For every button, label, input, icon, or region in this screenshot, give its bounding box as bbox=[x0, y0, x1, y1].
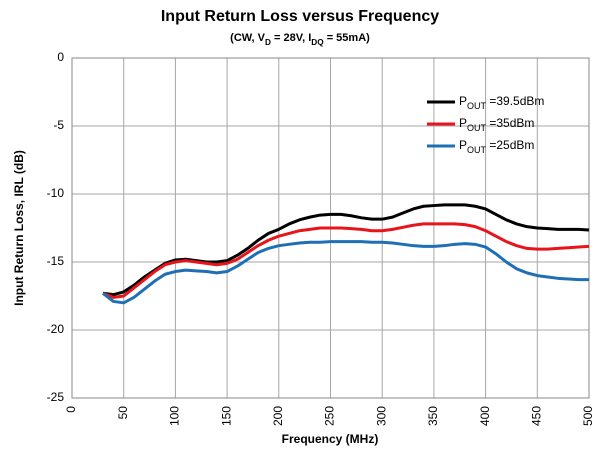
x-tick-label: 400 bbox=[478, 406, 492, 426]
series-line bbox=[102, 203, 590, 297]
x-tick-label: 150 bbox=[219, 406, 233, 426]
legend-label: POUT =25dBm bbox=[459, 138, 534, 155]
legend-label: POUT =35dBm bbox=[459, 116, 534, 133]
x-tick-label: 200 bbox=[271, 406, 285, 426]
text-run: = 28V, I bbox=[271, 32, 311, 44]
chart-title: Input Return Loss versus Frequency bbox=[161, 8, 439, 25]
x-tick-label: 50 bbox=[116, 406, 130, 420]
text-run: = 55mA) bbox=[324, 32, 370, 44]
text-run: =25dBm bbox=[486, 138, 534, 152]
text-run: P bbox=[459, 116, 467, 130]
text-run: P bbox=[459, 138, 467, 152]
subscript: OUT bbox=[467, 145, 487, 155]
chart-subtitle: (CW, VD = 28V, IDQ = 55mA) bbox=[230, 32, 370, 47]
y-tick-label: -20 bbox=[47, 322, 65, 336]
y-axis-label: Input Return Loss, IRL (dB) bbox=[12, 150, 26, 306]
text-run: =39.5dBm bbox=[486, 94, 544, 108]
series-line bbox=[102, 222, 590, 299]
y-tick-label: -5 bbox=[53, 118, 64, 132]
subscript: OUT bbox=[467, 101, 487, 111]
x-tick-label: 250 bbox=[323, 406, 337, 426]
x-axis-label: Frequency (MHz) bbox=[282, 432, 379, 446]
x-tick-label: 0 bbox=[64, 406, 78, 413]
x-tick-label: 100 bbox=[168, 406, 182, 426]
subscript: OUT bbox=[467, 123, 487, 133]
legend-label: POUT =39.5dBm bbox=[459, 94, 544, 111]
y-tick-label: -10 bbox=[47, 186, 65, 200]
y-tick-label: -25 bbox=[47, 390, 65, 404]
x-tick-label: 500 bbox=[581, 406, 595, 426]
subscript: D bbox=[265, 38, 271, 47]
x-tick-label: 300 bbox=[374, 406, 388, 426]
y-tick-label: 0 bbox=[57, 50, 64, 64]
plot-frame bbox=[71, 57, 590, 399]
x-tick-label: 450 bbox=[529, 406, 543, 426]
text-run: =35dBm bbox=[486, 116, 534, 130]
series-line bbox=[102, 240, 589, 305]
text-run: (CW, V bbox=[230, 32, 265, 44]
x-tick-label: 350 bbox=[426, 406, 440, 426]
text-run: P bbox=[459, 94, 467, 108]
y-tick-label: -15 bbox=[47, 254, 65, 268]
subscript: DQ bbox=[311, 38, 324, 47]
